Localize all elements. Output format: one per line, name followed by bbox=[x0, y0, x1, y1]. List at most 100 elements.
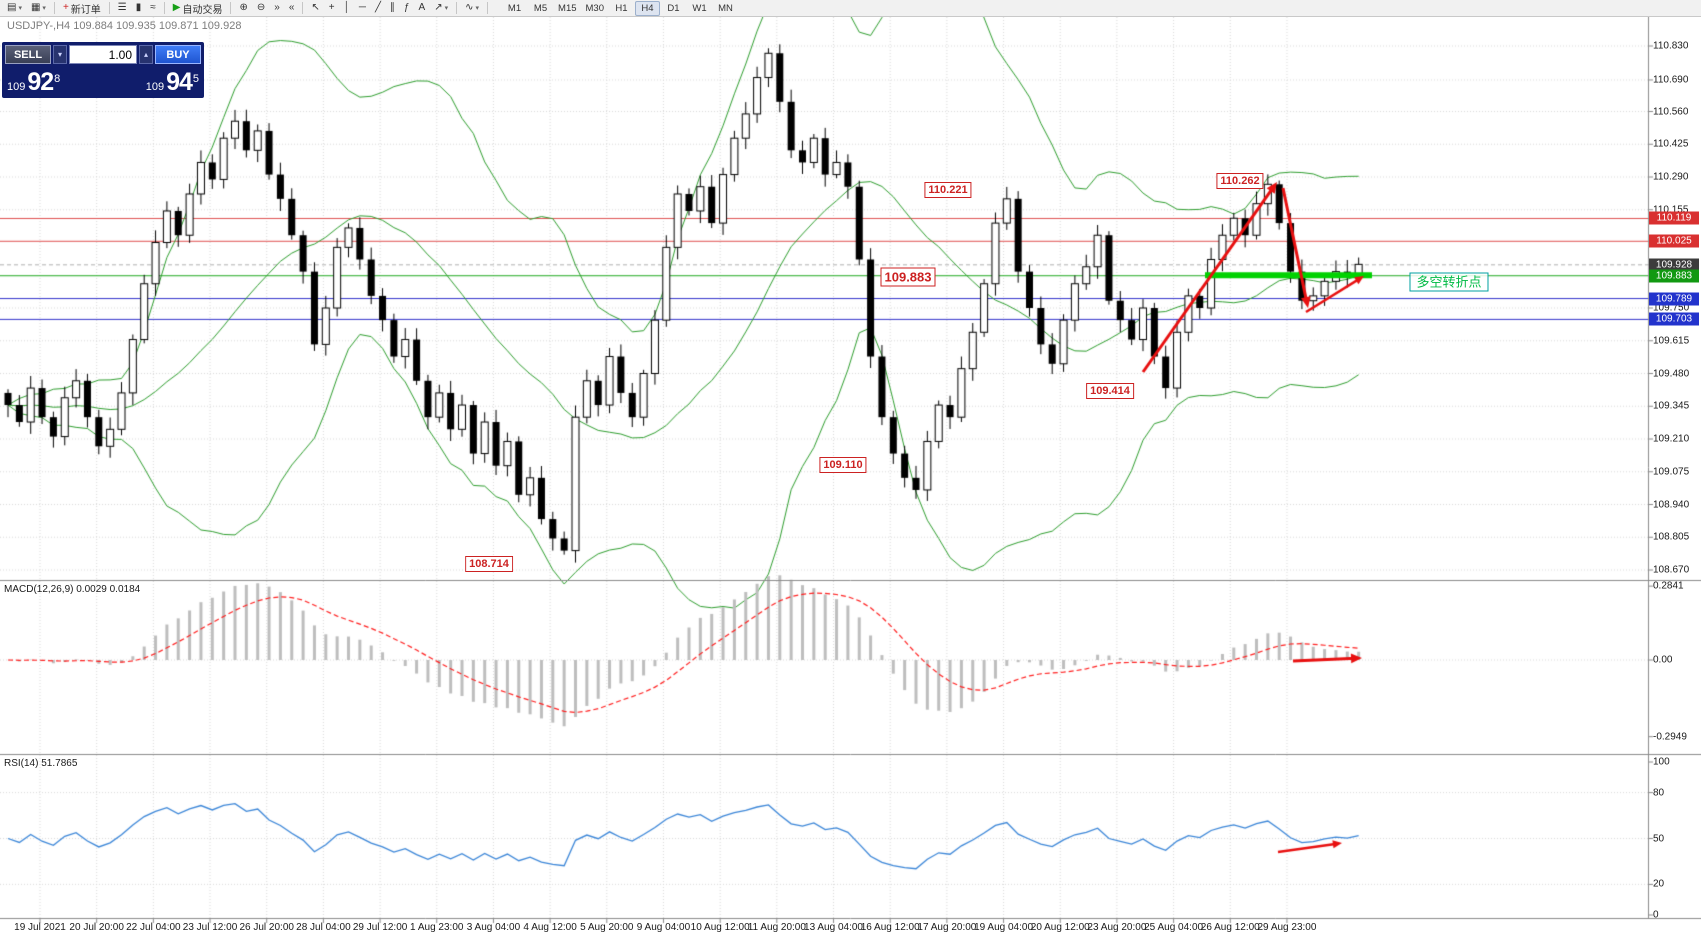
toolbar-button-label: 新订单 bbox=[70, 4, 101, 16]
zoom-in-button[interactable]: ⊕ bbox=[235, 0, 251, 16]
indicators-icon: ∿ bbox=[465, 2, 474, 13]
rsi-axis-value: 0 bbox=[1653, 909, 1659, 921]
line-chart-icon: ≈ bbox=[150, 2, 156, 13]
vertical-line-button[interactable]: │ bbox=[340, 0, 354, 16]
price-axis-tick: 110.425 bbox=[1653, 138, 1689, 150]
timeframe-group: M1 M5 M15 M30 H1 H4 D1 W1 MN bbox=[502, 0, 738, 16]
macd-axis-value: 0.00 bbox=[1653, 654, 1673, 666]
volume-input[interactable] bbox=[69, 45, 137, 64]
price-axis-tick: 109.210 bbox=[1653, 433, 1690, 445]
chevron-down-icon: ▾ bbox=[475, 5, 480, 12]
auto-scroll-icon: » bbox=[274, 2, 280, 13]
timeframe-button-w1[interactable]: W1 bbox=[692, 2, 707, 14]
rsi-indicator-label: RSI(14) 51.7865 bbox=[4, 758, 78, 769]
price-axis-badge: 109.789 bbox=[1649, 292, 1699, 306]
time-axis-label: 19 Aug 04:00 bbox=[974, 922, 1034, 933]
price-axis-tick: 108.670 bbox=[1653, 564, 1690, 576]
time-axis-label: 16 Aug 12:00 bbox=[860, 922, 920, 933]
timeframe-button-m15[interactable]: M15 bbox=[558, 2, 577, 14]
price-axis-badge: 109.883 bbox=[1649, 269, 1699, 283]
autotrading-button[interactable]: ▶ 自动交易 bbox=[169, 0, 227, 16]
cursor-button[interactable]: ↖ bbox=[307, 0, 323, 16]
price-axis-tick: 109.750 bbox=[1653, 302, 1690, 314]
buy-price[interactable]: 109 94 5 bbox=[145, 68, 199, 96]
time-axis-label: 26 Jul 20:00 bbox=[239, 922, 294, 933]
toolbar: ▤ ▾ ▦ ▾ + 新订单 ☰ ▮ ≈ ▶ 自动交易 ⊕ ⊖» «↖ + │ ─ ╱ ∥ ƒ A ↗ ▾ ∿ ▾ M1 M5 M15 M… bbox=[0, 0, 1701, 17]
price-axis-badge: 110.025 bbox=[1649, 234, 1699, 248]
crosshair-button[interactable]: + bbox=[325, 0, 339, 16]
timeframe-button-h1[interactable]: H1 bbox=[615, 2, 628, 14]
rsi-axis-value: 80 bbox=[1653, 787, 1665, 799]
price-callout: 110.262 bbox=[1216, 173, 1264, 189]
price-axis-tick: 109.615 bbox=[1653, 335, 1690, 347]
vertical-line-icon: │ bbox=[343, 2, 350, 13]
new-order-button[interactable]: + 新订单 bbox=[59, 0, 105, 16]
text-label-button[interactable]: A bbox=[415, 0, 430, 16]
time-axis-label: 5 Aug 20:00 bbox=[580, 922, 634, 933]
bar-chart-button[interactable]: ☰ bbox=[114, 0, 131, 16]
timeframe-button-m30[interactable]: M30 bbox=[585, 2, 604, 14]
timeframe-button-m5[interactable]: M5 bbox=[533, 2, 548, 14]
chevron-up-icon: ▴ bbox=[143, 50, 148, 59]
arrow-object-button[interactable]: ↗ ▾ bbox=[430, 0, 452, 16]
time-axis-label: 11 Aug 20:00 bbox=[747, 922, 806, 933]
fibonacci-button[interactable]: ƒ bbox=[400, 0, 414, 16]
new-chart-button[interactable]: ▤ ▾ bbox=[3, 0, 26, 16]
sell-button[interactable]: SELL bbox=[5, 45, 51, 64]
price-axis-tick: 109.345 bbox=[1653, 400, 1690, 412]
time-axis-label: 13 Aug 04:00 bbox=[804, 922, 863, 933]
volume-stepper[interactable]: ▴ bbox=[139, 45, 153, 64]
time-axis-label: 1 Aug 23:00 bbox=[410, 922, 464, 933]
timeframe-button-d1[interactable]: D1 bbox=[667, 2, 680, 14]
chevron-down-icon: ▾ bbox=[57, 50, 62, 59]
time-axis-label: 4 Aug 12:00 bbox=[523, 922, 577, 933]
candlestick-chart-button[interactable]: ▮ bbox=[132, 0, 146, 16]
price-axis-badge: 109.703 bbox=[1649, 312, 1699, 326]
chart-shift-button[interactable]: « bbox=[285, 0, 299, 16]
arrow-object-icon: ↗ bbox=[434, 2, 443, 13]
trade-panel-prices: 109 92 8 109 94 5 bbox=[5, 64, 201, 95]
price-axis-tick: 109.480 bbox=[1653, 368, 1690, 379]
toolbar-separator bbox=[302, 2, 304, 14]
timeframe-button-m1[interactable]: M1 bbox=[507, 2, 522, 14]
horizontal-line-icon: ─ bbox=[358, 2, 366, 13]
timeframe-button-h4[interactable]: H4 bbox=[635, 0, 660, 16]
channel-button[interactable]: ∥ bbox=[386, 0, 399, 16]
price-axis-tick: 110.690 bbox=[1653, 74, 1689, 86]
chart-shift-icon: « bbox=[288, 2, 295, 13]
chevron-down-icon: ▾ bbox=[444, 5, 449, 12]
price-axis-badge: 109.928 bbox=[1649, 258, 1699, 272]
toolbar-separator bbox=[163, 2, 165, 14]
timeframe-button-mn[interactable]: MN bbox=[718, 2, 733, 14]
time-axis-label: 25 Aug 04:00 bbox=[1144, 922, 1204, 933]
text-label-icon: A bbox=[418, 2, 426, 13]
macd-axis-value: -0.2949 bbox=[1653, 731, 1687, 743]
auto-scroll-button[interactable]: » bbox=[270, 0, 284, 16]
zoom-out-button[interactable]: ⊖ bbox=[253, 0, 269, 16]
time-axis-label: 17 Aug 20:00 bbox=[917, 922, 977, 933]
bar-chart-icon: ☰ bbox=[117, 2, 127, 13]
candlestick-chart-icon: ▮ bbox=[135, 2, 142, 13]
toolbar-separator bbox=[230, 2, 232, 14]
order-type-dropdown[interactable]: ▾ bbox=[53, 45, 67, 64]
sell-price[interactable]: 109 92 8 bbox=[7, 68, 61, 96]
price-callout: 109.414 bbox=[1086, 383, 1134, 399]
new-chart-icon: ▤ bbox=[7, 2, 17, 13]
time-axis-label: 29 Jul 12:00 bbox=[352, 922, 408, 933]
time-axis-label: 22 Jul 04:00 bbox=[126, 922, 181, 933]
indicators-button[interactable]: ∿ ▾ bbox=[461, 0, 483, 16]
price-callout: 109.883 bbox=[880, 267, 936, 287]
profiles-button[interactable]: ▦ ▾ bbox=[27, 0, 50, 16]
buy-button[interactable]: BUY bbox=[155, 45, 201, 64]
time-axis-label: 23 Aug 20:00 bbox=[1087, 922, 1147, 933]
line-chart-button[interactable]: ≈ bbox=[146, 0, 160, 16]
time-axis-label: 28 Jul 04:00 bbox=[296, 922, 351, 933]
zoom-out-icon: ⊖ bbox=[256, 2, 266, 13]
time-axis-label: 20 Jul 20:00 bbox=[69, 922, 124, 933]
time-axis-label: 19 Jul 2021 bbox=[14, 922, 66, 933]
trendline-button[interactable]: ╱ bbox=[371, 0, 385, 16]
horizontal-line-button[interactable]: ─ bbox=[355, 0, 370, 16]
time-axis-label: 20 Aug 12:00 bbox=[1030, 922, 1090, 933]
crosshair-icon: + bbox=[328, 2, 335, 13]
